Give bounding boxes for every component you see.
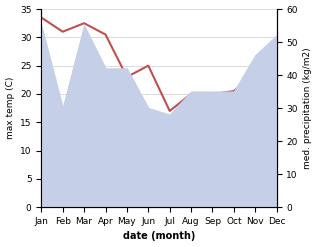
X-axis label: date (month): date (month) <box>123 231 195 242</box>
Y-axis label: med. precipitation (kg/m2): med. precipitation (kg/m2) <box>303 47 313 169</box>
Y-axis label: max temp (C): max temp (C) <box>5 77 15 139</box>
